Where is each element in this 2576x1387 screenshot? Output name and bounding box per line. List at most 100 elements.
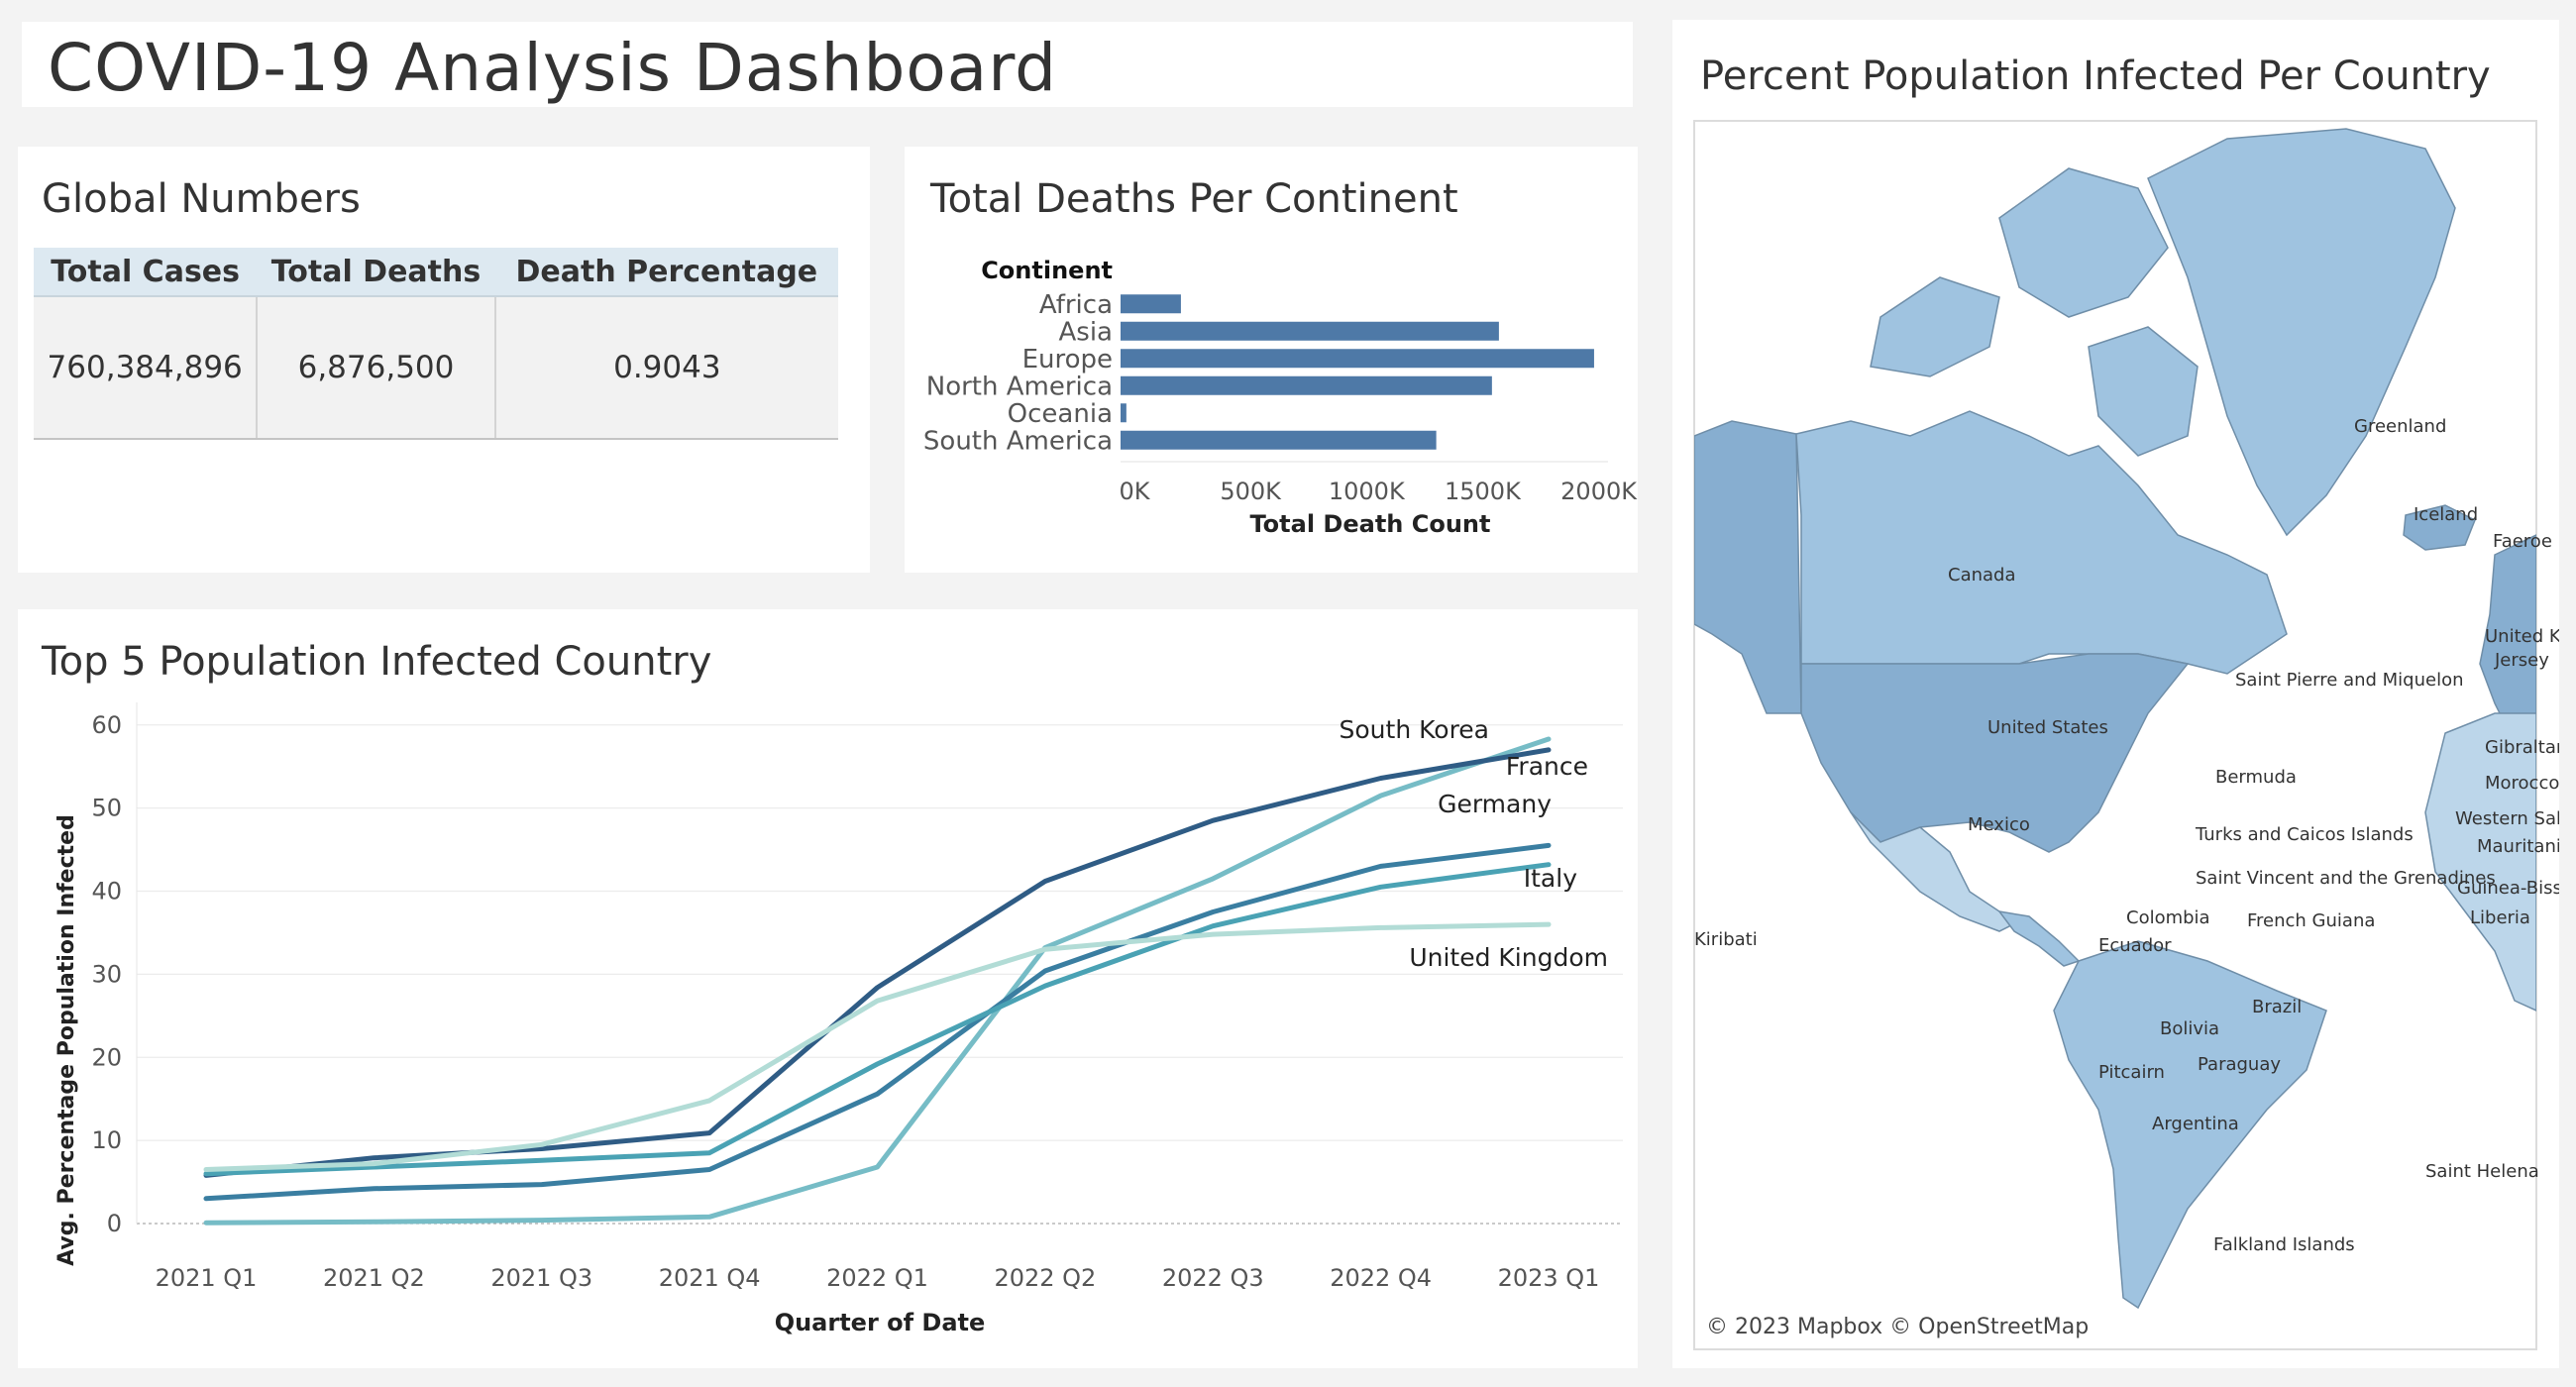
map-label-brazil: Brazil: [2252, 997, 2302, 1017]
total-cases-header[interactable]: Total Cases: [34, 248, 258, 297]
bar-chart-x-tick-label: 0K: [1119, 478, 1150, 505]
dashboard-title-panel: COVID-19 Analysis Dashboard: [22, 22, 1633, 107]
map-label-mexico: Mexico: [1968, 814, 2030, 835]
map-label-faeroe-islands: Faeroe Islands: [2493, 531, 2559, 552]
bar-europe[interactable]: [1121, 349, 1594, 369]
map-label-french-guiana: French Guiana: [2247, 910, 2375, 931]
map-label-kiribati: Kiribati: [1694, 929, 1758, 950]
series-label-france: France: [1506, 752, 1588, 781]
country-canada-arctic-islands[interactable]: [1870, 276, 2000, 377]
line-chart-y-tick-label: 10: [91, 1126, 122, 1154]
total-deaths-header[interactable]: Total Deaths: [257, 248, 495, 297]
country-central-america[interactable]: [1997, 909, 2081, 967]
country-africa-edge[interactable]: [2424, 712, 2536, 1012]
line-chart-y-tick-label: 20: [91, 1043, 122, 1071]
map-label-pitcairn: Pitcairn: [2098, 1062, 2165, 1083]
bar-category-label: North America: [926, 372, 1113, 401]
map-label-canada: Canada: [1948, 565, 2016, 586]
line-chart-x-tick-label: 2021 Q2: [323, 1264, 425, 1292]
line-chart-y-tick-label: 50: [91, 795, 122, 822]
global-numbers-panel: Global Numbers Total Cases Total Deaths …: [18, 147, 870, 573]
bar-chart-x-tick-label: 2000K: [1560, 478, 1638, 505]
bar-asia[interactable]: [1121, 321, 1499, 341]
line-chart-x-tick-label: 2022 Q1: [826, 1264, 928, 1292]
line-chart-x-tick-label: 2021 Q1: [156, 1264, 258, 1292]
series-label-italy: Italy: [1524, 864, 1577, 893]
line-chart-y-axis-title: Avg. Percentage Population Infected: [54, 814, 79, 1266]
continent-axis-header: Continent: [981, 257, 1113, 284]
bar-category-label: Oceania: [1008, 399, 1113, 429]
deaths-per-continent-title: Total Deaths Per Continent: [930, 176, 1458, 222]
map-label-bermuda: Bermuda: [2215, 767, 2297, 788]
line-chart-x-tick-label: 2021 Q4: [659, 1264, 761, 1292]
map-panel: Percent Population Infected Per Country: [1672, 20, 2559, 1368]
bar-north-america[interactable]: [1121, 375, 1492, 395]
map-label-ecuador: Ecuador: [2098, 935, 2172, 956]
line-chart-x-tick-label: 2021 Q3: [490, 1264, 592, 1292]
death-percentage-header[interactable]: Death Percentage: [494, 248, 838, 297]
map-label-western-sahara: Western Sahara: [2455, 808, 2559, 829]
map-title: Percent Population Infected Per Country: [1700, 53, 2491, 99]
map-label-greenland: Greenland: [2354, 416, 2446, 437]
series-label-south-korea: South Korea: [1340, 715, 1489, 744]
top5-infected-chart: 0 10 20 30 40 50 60 2021 Q1 2021 Q2 2021 Q3 2021 …: [54, 702, 1623, 1336]
line-chart-x-tick-label: 2023 Q1: [1498, 1264, 1600, 1292]
map-label-morocco: Morocco: [2485, 773, 2559, 794]
bar-south-america[interactable]: [1121, 430, 1437, 450]
map-label-gibraltar: Gibraltar: [2485, 737, 2559, 758]
line-chart-y-tick-label: 40: [91, 878, 122, 906]
table-header-row: Total Cases Total Deaths Death Percentag…: [34, 248, 838, 297]
line-chart-y-tick-label: 30: [91, 960, 122, 988]
infection-map[interactable]: Greenland Iceland Faeroe Islands Canada Unit…: [1672, 20, 2559, 1368]
country-canada-arctic-islands[interactable]: [2088, 326, 2199, 457]
bar-category-label: Europe: [1022, 345, 1113, 374]
bar-chart-x-tick-label: 500K: [1220, 478, 1282, 505]
map-label-guinea-bissau: Guinea-Bissau: [2457, 878, 2559, 899]
total-deaths-value[interactable]: 6,876,500: [257, 296, 496, 440]
top5-infected-panel: Top 5 Population Infected Country 0 10 20 3…: [18, 609, 1638, 1368]
line-chart-x-tick-label: 2022 Q2: [994, 1264, 1096, 1292]
bar-category-label: Asia: [1059, 317, 1114, 347]
country-iceland[interactable]: [2403, 504, 2476, 551]
map-label-saint-pierre-and-miquelon: Saint Pierre and Miquelon: [2235, 670, 2464, 691]
series-line-italy[interactable]: [203, 862, 1552, 1177]
map-label-united-kingdom: United Kingdom: [2485, 626, 2559, 647]
country-south-america[interactable]: [2053, 940, 2327, 1310]
bar-africa[interactable]: [1121, 294, 1181, 314]
map-label-falkland-islands: Falkland Islands: [2213, 1234, 2355, 1255]
deaths-per-continent-panel: Total Deaths Per Continent Continent Afr…: [905, 147, 1638, 573]
series-line-germany[interactable]: [203, 842, 1552, 1202]
map-attribution[interactable]: © 2023 Mapbox © OpenStreetMap: [1706, 1315, 2089, 1339]
line-chart-x-tick-label: 2022 Q3: [1162, 1264, 1264, 1292]
series-label-united-kingdom: United Kingdom: [1409, 943, 1608, 972]
map-label-iceland: Iceland: [2414, 504, 2478, 525]
map-label-colombia: Colombia: [2126, 907, 2210, 928]
series-line-south-korea[interactable]: [203, 736, 1552, 1226]
bar-oceania[interactable]: [1121, 403, 1127, 423]
table-row: 760,384,896 6,876,500 0.9043: [34, 296, 838, 440]
global-numbers-title: Global Numbers: [42, 176, 361, 222]
bar-category-label: Africa: [1039, 290, 1113, 320]
line-chart-y-tick-label: 60: [91, 711, 122, 739]
map-label-saint-helena: Saint Helena: [2425, 1161, 2539, 1182]
country-greenland[interactable]: [2147, 128, 2456, 537]
bar-chart-x-tick-label: 1000K: [1329, 478, 1406, 505]
map-label-jersey: Jersey: [2494, 650, 2549, 671]
bar-chart-x-axis-title: Total Death Count: [1250, 510, 1491, 538]
map-label-paraguay: Paraguay: [2198, 1054, 2281, 1075]
bar-category-label: South America: [923, 426, 1113, 456]
global-numbers-table: Total Cases Total Deaths Death Percentag…: [34, 248, 838, 440]
map-label-bolivia: Bolivia: [2160, 1018, 2219, 1039]
series-line-france[interactable]: [203, 747, 1552, 1178]
bar-chart-x-tick-label: 1500K: [1445, 478, 1522, 505]
country-canada-arctic-islands[interactable]: [1998, 167, 2169, 318]
line-chart-x-tick-label: 2022 Q4: [1330, 1264, 1432, 1292]
series-line-united-kingdom[interactable]: [203, 921, 1552, 1172]
total-cases-value[interactable]: 760,384,896: [34, 296, 259, 440]
map-label-saint-vincent-and-the-grenadines: Saint Vincent and the Grenadines: [2196, 868, 2496, 889]
country-alaska[interactable]: [1694, 420, 1802, 714]
death-percentage-value[interactable]: 0.9043: [494, 296, 838, 440]
map-label-turks-and-caicos-islands: Turks and Caicos Islands: [2195, 824, 2414, 845]
map-label-mauritania: Mauritania: [2477, 836, 2559, 857]
